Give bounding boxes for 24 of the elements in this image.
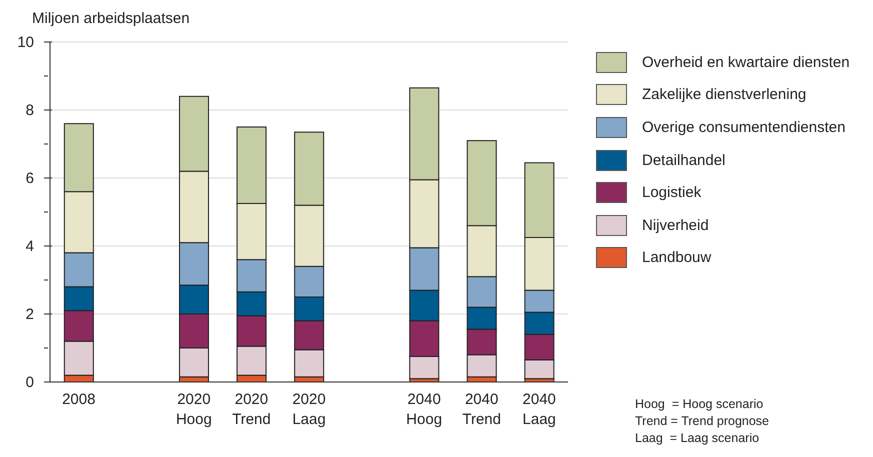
y-tick-label: 4 (26, 238, 34, 255)
legend-label: Overheid en kwartaire diensten (642, 54, 850, 71)
text: Hoog = Hoog scenario (635, 396, 764, 413)
x-tick-label: 2040 Laag (522, 391, 556, 428)
x-tick-label: 2020 Hoog (176, 391, 212, 428)
x-tick-label: 2020 Trend (232, 391, 271, 428)
y-tick-label: 8 (26, 102, 34, 119)
y-tick-label: 6 (26, 170, 34, 187)
legend-label: Logistiek (642, 184, 702, 202)
y-axis-title: Miljoen arbeidsplaatsen (32, 10, 190, 27)
x-tick-label: 2040 Trend (462, 391, 501, 428)
x-tick-label: 2008 (62, 391, 96, 408)
text: Laag = Laag scenario (635, 430, 760, 447)
x-tick-label: 2020 Laag (292, 391, 326, 428)
legend-label: Nijverheid (642, 216, 709, 234)
legend-label: Detailhandel (642, 152, 726, 169)
y-tick-label: 0 (26, 374, 34, 391)
y-tick-label: 10 (17, 34, 34, 51)
x-tick-label: 2040 Hoog (406, 391, 442, 428)
legend-label: Landbouw (642, 249, 712, 266)
legend-label: Overige consumentendiensten (642, 118, 846, 136)
legend-label: Zakelijke dienstverlening (642, 86, 806, 104)
y-tick-label: 2 (26, 306, 34, 323)
text: Trend = Trend prognose (635, 413, 769, 430)
